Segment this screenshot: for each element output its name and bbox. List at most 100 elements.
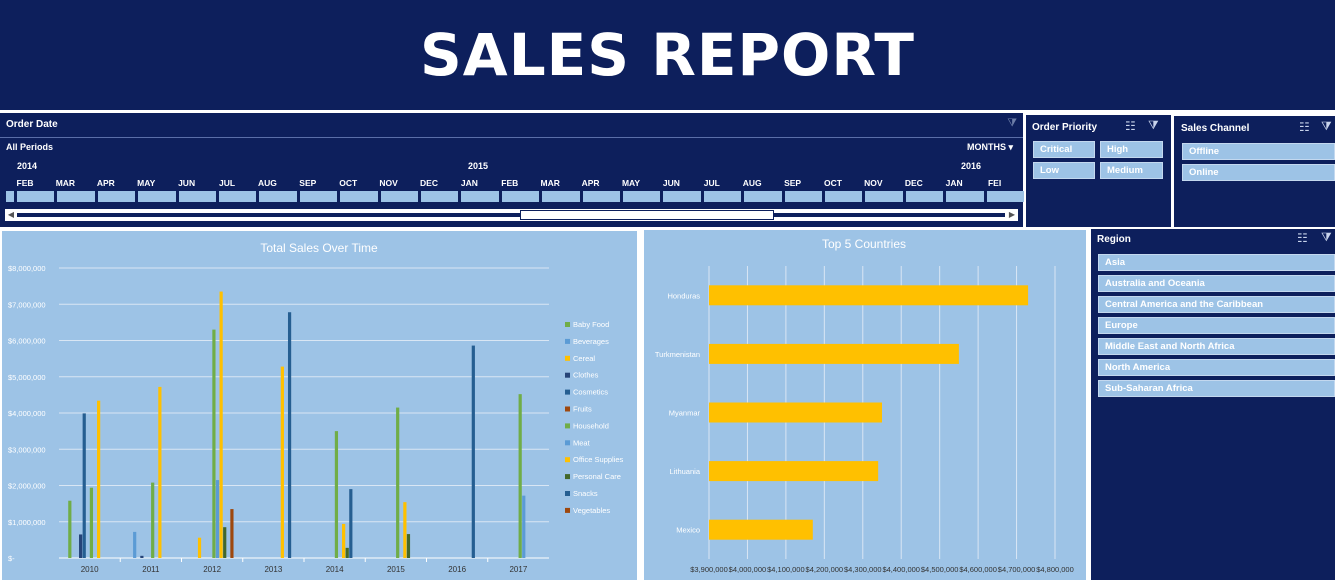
legend-swatch bbox=[565, 355, 570, 361]
timeline-month-cell[interactable] bbox=[97, 191, 136, 202]
slicer-item-critical[interactable]: Critical bbox=[1033, 141, 1095, 158]
timeline-month-label: JUL bbox=[703, 178, 720, 188]
timeline-month-cell[interactable] bbox=[501, 191, 540, 202]
legend-swatch bbox=[565, 322, 570, 327]
slicer-item-north-america[interactable]: North America bbox=[1098, 359, 1335, 376]
slicer-item-central-america[interactable]: Central America and the Caribbean bbox=[1098, 296, 1335, 313]
chart-title: Top 5 Countries bbox=[822, 237, 906, 251]
y-tick-label: $3,000,000 bbox=[8, 445, 46, 454]
scroll-left-icon[interactable]: ◀ bbox=[7, 210, 15, 219]
timeline-month-cell[interactable] bbox=[138, 191, 176, 202]
legend-swatch bbox=[565, 389, 570, 395]
timeline-year: 2014 bbox=[17, 161, 38, 171]
timeline-month-cell[interactable] bbox=[784, 191, 822, 202]
slicer-item-high[interactable]: High bbox=[1100, 141, 1163, 158]
slicer-item-asia[interactable]: Asia bbox=[1098, 254, 1335, 271]
timeline-month-cell[interactable] bbox=[57, 191, 95, 202]
top-countries-svg: Top 5 Countries $3,900,000 $4,000,000 $4,10… bbox=[655, 237, 1074, 574]
slicer-item-middle-east[interactable]: Middle East and North Africa bbox=[1098, 338, 1335, 355]
timeline-month-cell[interactable] bbox=[380, 191, 418, 202]
timeline-month-label: NOV bbox=[379, 178, 398, 188]
legend-swatch bbox=[565, 423, 570, 429]
order-date-timeline[interactable]: Order Date ⧩ All Periods MONTHS ▾ 2014 2… bbox=[0, 113, 1024, 227]
multi-select-icon[interactable]: ☷ bbox=[1297, 231, 1308, 245]
y-category-label: Myanmar bbox=[669, 409, 701, 418]
slicer-item-europe[interactable]: Europe bbox=[1098, 317, 1335, 334]
legend-swatch bbox=[565, 457, 570, 463]
y-category-label: Lithuania bbox=[670, 467, 701, 476]
y-tick-label: $2,000,000 bbox=[8, 482, 46, 491]
timeline-month-cell[interactable] bbox=[340, 191, 378, 202]
slicer-item-australia-oceania[interactable]: Australia and Oceania bbox=[1098, 275, 1335, 292]
scroll-right-icon[interactable]: ▶ bbox=[1008, 210, 1016, 219]
timeline-month-label: MAR bbox=[540, 178, 560, 188]
timeline-month-label: JUN bbox=[662, 178, 680, 188]
timeline-month-cell[interactable] bbox=[905, 191, 944, 202]
timeline-header: Order Date bbox=[6, 119, 58, 130]
timeline-month-cell[interactable] bbox=[542, 191, 580, 202]
bar-household bbox=[396, 407, 400, 558]
timeline-month-cell[interactable] bbox=[582, 191, 620, 202]
multi-select-icon[interactable]: ☷ bbox=[1299, 120, 1310, 134]
clear-filter-icon[interactable]: ⧩ bbox=[1321, 230, 1332, 244]
timeline-month-label: SEP bbox=[299, 178, 317, 188]
timeline-level-dropdown[interactable]: MONTHS ▾ bbox=[967, 142, 1013, 153]
x-tick-label: $4,100,000 bbox=[767, 565, 805, 574]
total-sales-chart: Total Sales Over Time $- $1,000,000 $2,000,… bbox=[2, 231, 637, 580]
timeline-month-cell[interactable] bbox=[421, 191, 459, 202]
timeline-month-cell[interactable] bbox=[744, 191, 782, 202]
x-tick-label: 2016 bbox=[448, 565, 466, 574]
timeline-level-label: MONTHS bbox=[966, 142, 1006, 152]
legend-label: Baby Food bbox=[573, 320, 609, 329]
legend-label: Office Supplies bbox=[573, 455, 624, 464]
scroll-track[interactable] bbox=[17, 213, 1005, 217]
timeline-scrollbar[interactable]: ◀ ▶ bbox=[5, 209, 1018, 221]
report-title: SALES REPORT bbox=[420, 21, 915, 89]
y-category-label: Honduras bbox=[667, 291, 700, 300]
clear-filter-icon[interactable]: ⧩ bbox=[1007, 117, 1017, 129]
timeline-month-cell[interactable] bbox=[623, 191, 661, 202]
y-tick-label: $6,000,000 bbox=[8, 337, 46, 346]
timeline-month-cell[interactable] bbox=[259, 191, 297, 202]
timeline-month-cell[interactable] bbox=[825, 191, 863, 202]
timeline-month-cell[interactable] bbox=[6, 191, 14, 202]
bar-snacks bbox=[349, 489, 353, 558]
legend-label: Personal Care bbox=[573, 472, 621, 481]
legend-label: Clothes bbox=[573, 371, 599, 380]
clear-filter-icon[interactable]: ⧩ bbox=[1148, 118, 1159, 132]
bar-personal-care bbox=[345, 547, 349, 558]
slicer-item-offline[interactable]: Offline bbox=[1182, 143, 1335, 160]
x-tick-label: 2010 bbox=[81, 565, 99, 574]
timeline-month-cell[interactable] bbox=[299, 191, 338, 202]
timeline-month-cell[interactable] bbox=[17, 191, 55, 202]
slicer-item-online[interactable]: Online bbox=[1182, 164, 1335, 181]
bar-cosmetics bbox=[82, 413, 86, 558]
country-bar bbox=[709, 285, 1029, 306]
y-category-label: Mexico bbox=[676, 526, 700, 535]
clear-filter-icon[interactable]: ⧩ bbox=[1321, 119, 1332, 133]
legend-swatch bbox=[565, 406, 570, 412]
multi-select-icon[interactable]: ☷ bbox=[1125, 119, 1136, 133]
slicer-item-medium[interactable]: Medium bbox=[1100, 162, 1163, 179]
timeline-month-label: OCT bbox=[339, 178, 358, 188]
timeline-month-cell[interactable] bbox=[461, 191, 499, 202]
timeline-month-cell[interactable] bbox=[865, 191, 903, 202]
slicer-item-low[interactable]: Low bbox=[1033, 162, 1095, 179]
timeline-month-cell[interactable] bbox=[986, 191, 1024, 202]
timeline-month-cell[interactable] bbox=[663, 191, 701, 202]
bar-office-supplies bbox=[342, 523, 346, 558]
legend-swatch bbox=[565, 491, 570, 496]
country-bar bbox=[709, 461, 879, 482]
x-tick-label: $4,300,000 bbox=[844, 565, 882, 574]
timeline-month-cell[interactable] bbox=[178, 191, 216, 202]
scroll-thumb[interactable] bbox=[520, 210, 774, 220]
timeline-month-cell[interactable] bbox=[703, 191, 742, 202]
timeline-month-label: AUG bbox=[742, 178, 762, 188]
timeline-month-cell[interactable] bbox=[219, 191, 257, 202]
legend-swatch bbox=[565, 507, 570, 513]
sales-channel-slicer: Sales Channel ☷ ⧩ Offline Online bbox=[1174, 116, 1335, 227]
timeline-month-cell[interactable] bbox=[946, 191, 984, 202]
bar-household bbox=[89, 487, 94, 558]
bar-clothes bbox=[140, 555, 144, 558]
slicer-item-sub-saharan-africa[interactable]: Sub-Saharan Africa bbox=[1098, 380, 1335, 397]
